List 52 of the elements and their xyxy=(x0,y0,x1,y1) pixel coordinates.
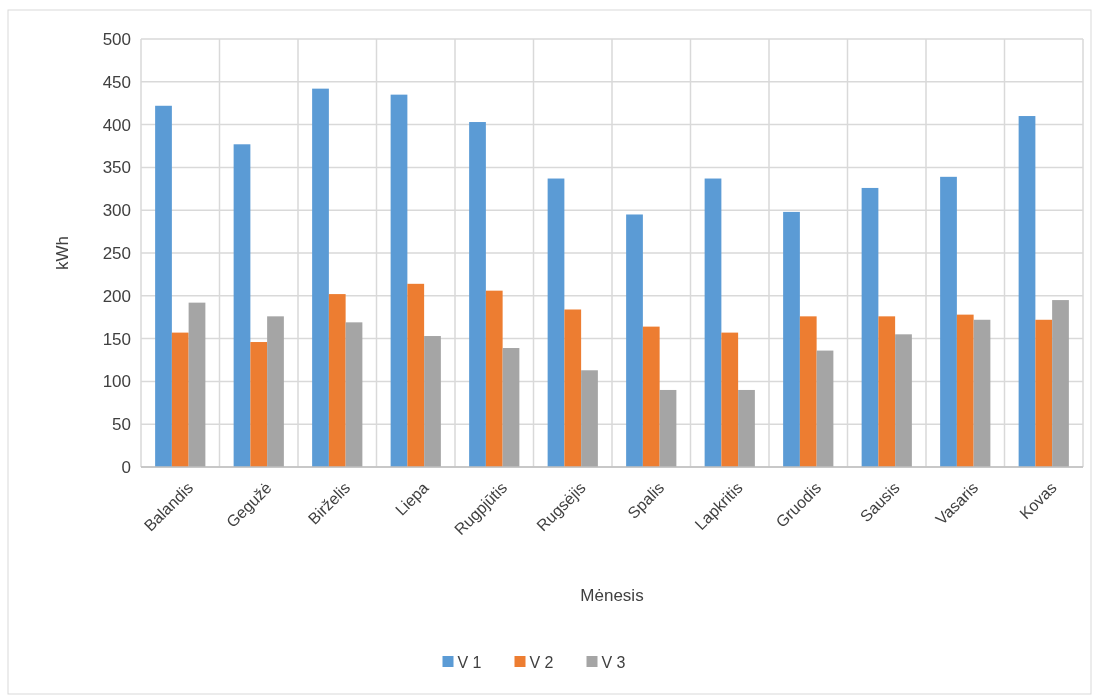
bar xyxy=(267,316,284,467)
bar xyxy=(233,144,251,467)
bar xyxy=(188,302,206,467)
y-tick-label: 400 xyxy=(102,115,131,135)
bar xyxy=(783,211,800,467)
bar xyxy=(312,88,329,467)
bar xyxy=(485,290,503,467)
bar xyxy=(345,322,363,467)
y-tick-label: 350 xyxy=(102,158,131,178)
y-tick-label: 250 xyxy=(102,243,131,263)
bar xyxy=(816,350,834,467)
y-tick-label: 0 xyxy=(121,457,131,477)
bar xyxy=(940,176,957,467)
legend-label: V 2 xyxy=(529,653,554,671)
bar xyxy=(171,332,189,467)
bar xyxy=(424,336,441,467)
bar xyxy=(659,389,677,467)
bar xyxy=(799,316,817,467)
bar xyxy=(1052,300,1069,467)
y-tick-label: 500 xyxy=(102,29,131,49)
bar xyxy=(642,326,660,467)
legend-label: V 3 xyxy=(601,653,626,671)
y-tick-label: 150 xyxy=(102,329,131,349)
bar xyxy=(895,334,912,467)
bar xyxy=(878,316,896,467)
bar xyxy=(738,389,755,467)
bar xyxy=(581,370,598,467)
bar xyxy=(407,283,425,467)
y-tick-label: 300 xyxy=(102,201,131,221)
y-tick-label: 450 xyxy=(102,72,131,92)
bar xyxy=(328,294,346,467)
y-tick-label: 200 xyxy=(102,286,131,306)
bar xyxy=(721,332,739,467)
bar xyxy=(564,309,582,467)
y-tick-label: 100 xyxy=(102,372,131,392)
bar xyxy=(626,214,643,467)
bar xyxy=(861,187,879,467)
bar xyxy=(547,178,565,467)
y-tick-label: 50 xyxy=(112,415,131,435)
y-axis-title: kWh xyxy=(53,236,72,270)
bar xyxy=(973,319,991,467)
bar xyxy=(956,314,974,467)
bar xyxy=(469,122,486,467)
x-axis-title: Mėnesis xyxy=(580,586,644,605)
legend-label: V 1 xyxy=(457,653,482,671)
bar xyxy=(704,178,722,467)
bar xyxy=(1018,116,1036,467)
bar xyxy=(502,348,520,467)
bar xyxy=(250,342,268,467)
bar xyxy=(390,94,408,467)
bar xyxy=(1035,319,1053,467)
bar xyxy=(155,105,172,467)
